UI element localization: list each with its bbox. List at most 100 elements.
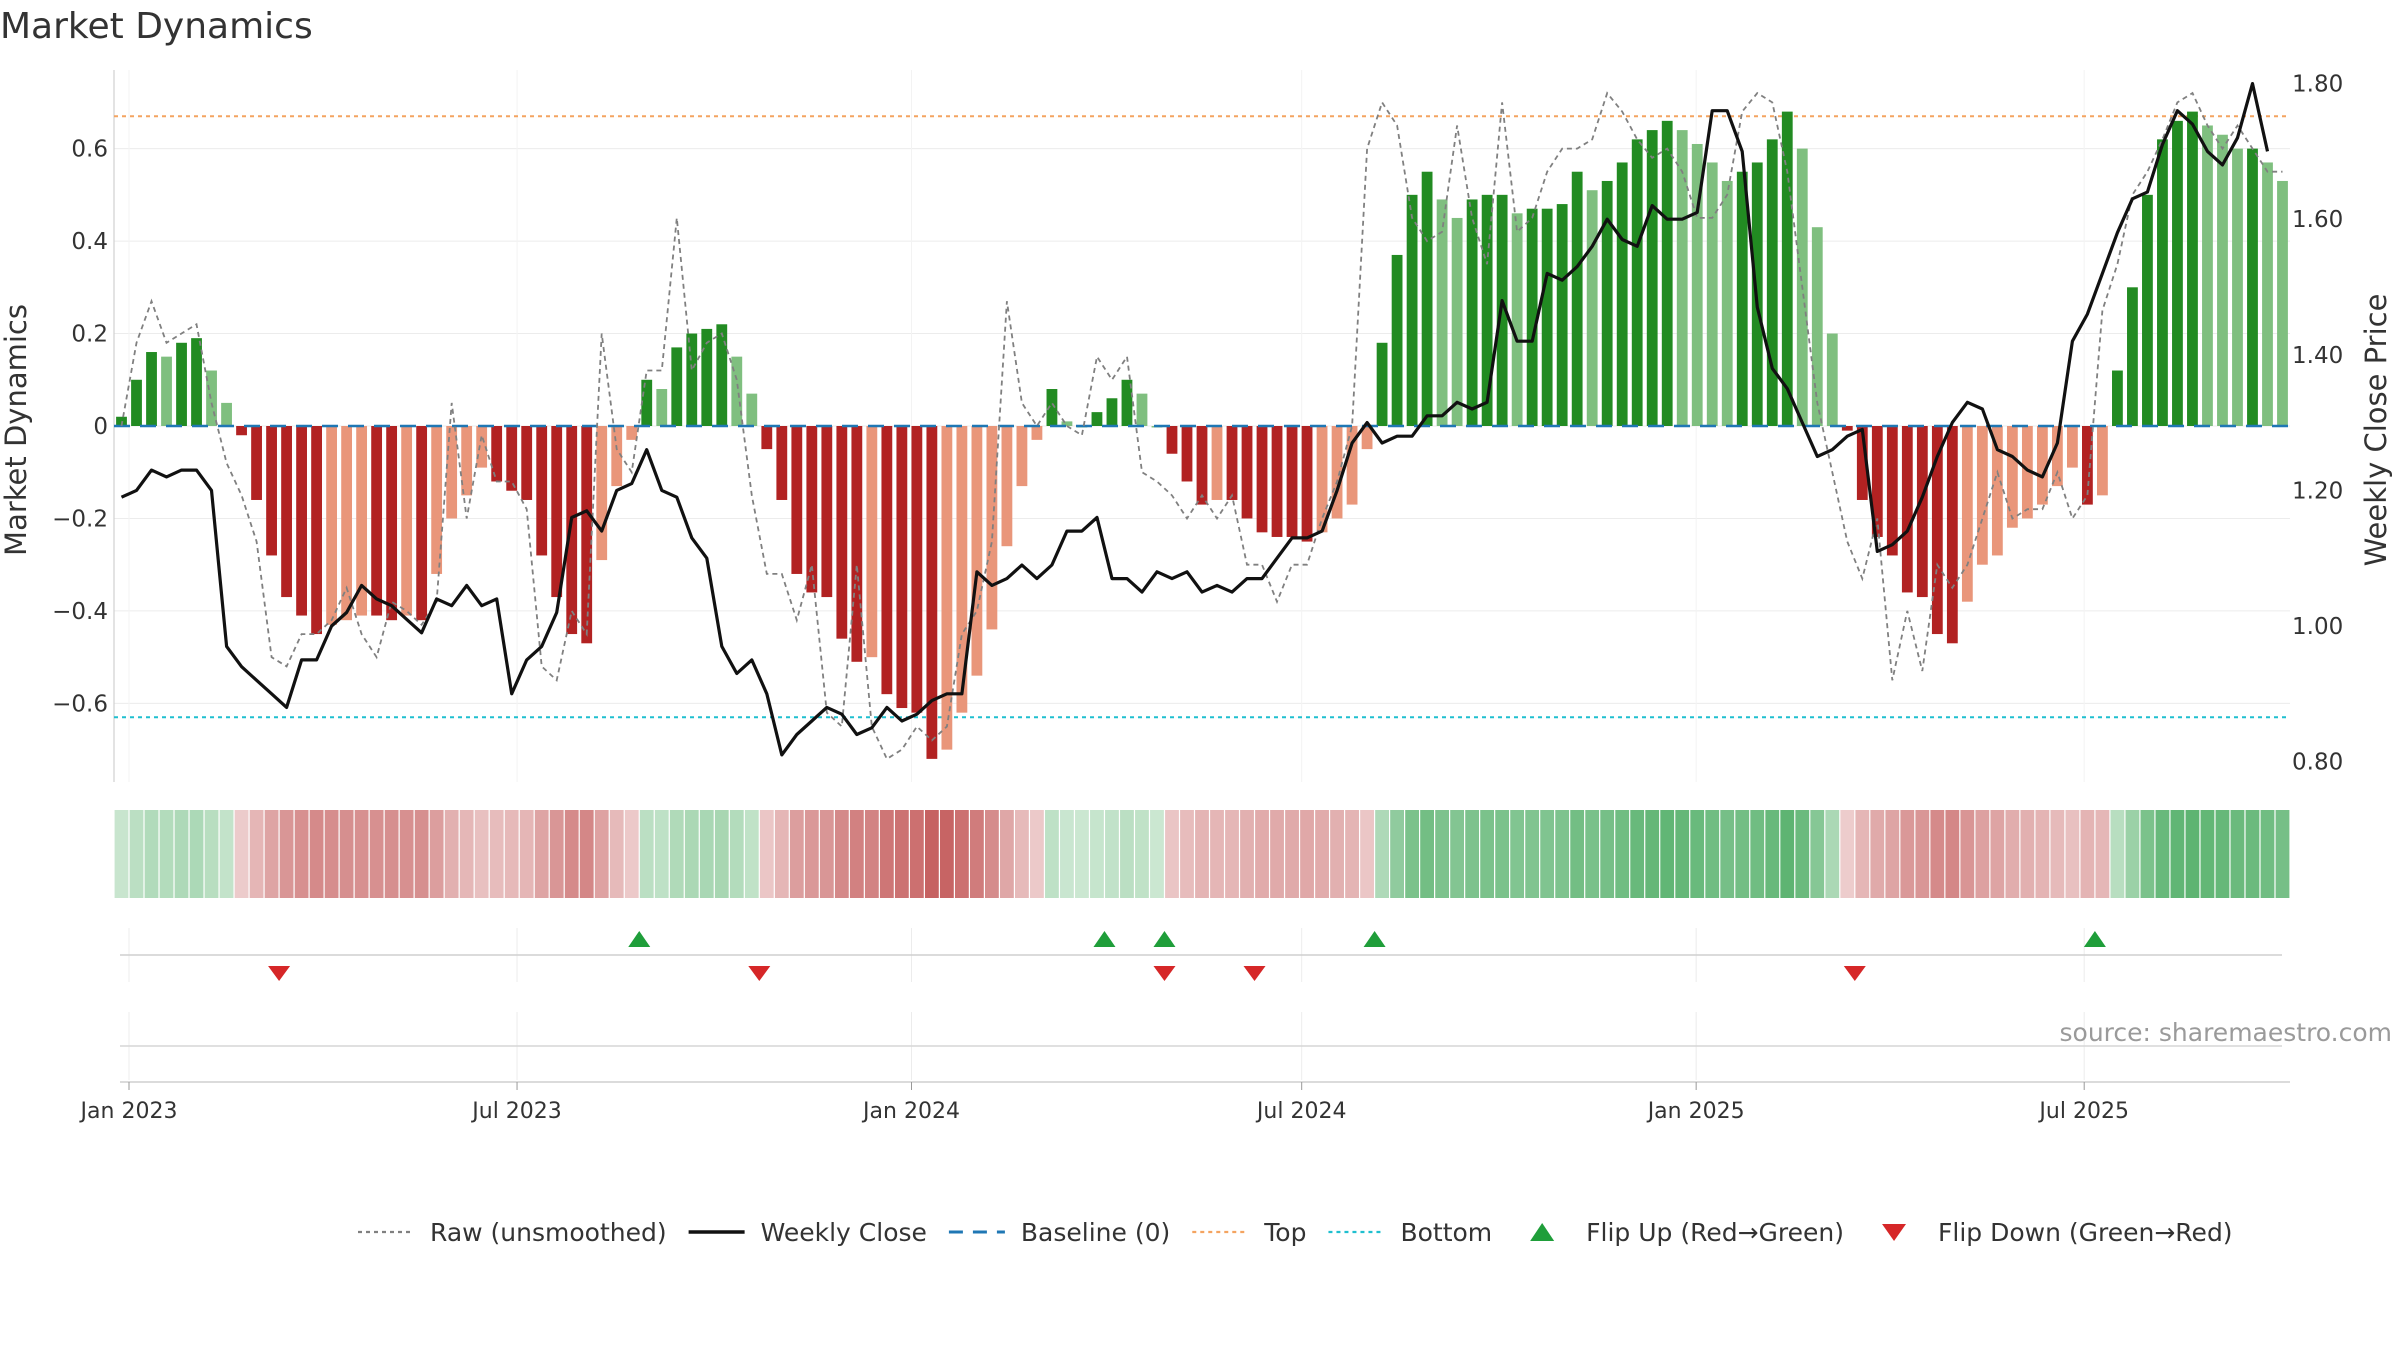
bar	[1196, 426, 1208, 505]
bar	[1376, 342, 1388, 426]
bar	[536, 426, 548, 556]
legend-label: Bottom	[1400, 1218, 1492, 1247]
bar	[2262, 162, 2273, 426]
bar	[1571, 171, 1583, 426]
regime-cell	[204, 810, 219, 898]
regime-cell	[1030, 810, 1044, 898]
bar	[671, 347, 683, 426]
x-tick-label: Jan 2023	[79, 1099, 178, 1124]
bar	[176, 342, 187, 426]
bar	[1511, 213, 1523, 426]
right-axis-label: Weekly Close Price	[2359, 294, 2393, 567]
bar	[881, 426, 893, 695]
bar	[1811, 227, 1823, 426]
flip-up-marker	[1153, 931, 1176, 947]
regime-cell	[504, 810, 519, 898]
regime-cell	[1855, 810, 1870, 898]
regime-cell	[2185, 810, 2200, 898]
regime-cell	[414, 810, 429, 898]
bar	[2051, 426, 2063, 487]
bar	[1136, 393, 1148, 426]
bar	[581, 426, 593, 644]
bar	[2187, 111, 2198, 427]
lines-group	[114, 81, 2290, 761]
legend-label: Weekly Close	[761, 1218, 927, 1247]
left-tick-label: 0.2	[71, 322, 108, 348]
regime-cell	[1510, 810, 1525, 898]
regime-cell	[1180, 810, 1194, 898]
bar	[911, 426, 923, 713]
regime-cell	[1660, 810, 1675, 898]
regime-cell	[2215, 810, 2230, 898]
regime-cell	[114, 810, 129, 898]
bar	[1556, 204, 1568, 426]
bar	[806, 426, 818, 593]
x-tick-label: Jul 2025	[2037, 1099, 2129, 1124]
regime-cell	[1105, 810, 1119, 898]
bar	[761, 426, 773, 450]
regime-cell	[864, 810, 879, 898]
regime-cell	[2200, 810, 2215, 898]
regime-cell	[729, 810, 744, 898]
regime-cell	[1675, 810, 1690, 898]
regime-cell	[1060, 810, 1074, 898]
legend-label: Top	[1263, 1218, 1306, 1247]
regime-cell	[2170, 810, 2185, 898]
regime-cell	[279, 810, 294, 898]
bar	[2172, 120, 2183, 426]
regime-cell	[519, 810, 534, 898]
bar	[836, 426, 848, 639]
right-tick-label: 1.40	[2292, 343, 2343, 369]
bar	[1826, 333, 1838, 426]
regime-cell	[699, 810, 714, 898]
regime-cell	[1795, 810, 1810, 898]
bar	[221, 402, 232, 426]
regime-cell	[1540, 810, 1555, 898]
bar	[1091, 412, 1103, 426]
regime-cell	[1150, 810, 1164, 898]
bar	[521, 426, 533, 500]
regime-cell	[1330, 810, 1344, 898]
legend-swatch	[1530, 1223, 1555, 1241]
bar	[2112, 370, 2123, 426]
bar	[1451, 217, 1463, 426]
legend-label: Flip Down (Green→Red)	[1938, 1218, 2233, 1247]
regime-cell	[1600, 810, 1615, 898]
regime-cell	[939, 810, 954, 898]
bar	[1421, 171, 1433, 426]
bar	[326, 426, 338, 625]
regime-cell	[2155, 810, 2170, 898]
regime-cell	[1270, 810, 1284, 898]
right-tick-label: 1.60	[2292, 207, 2343, 233]
regime-cell	[1075, 810, 1089, 898]
regime-cell	[1375, 810, 1389, 898]
left-axis-label: Market Dynamics	[0, 304, 33, 556]
bar	[251, 426, 262, 500]
regime-cell	[819, 810, 834, 898]
flip-up-marker	[628, 931, 651, 947]
legend-item: Baseline (0)	[948, 1218, 1170, 1247]
regime-cell	[1360, 810, 1374, 898]
bar	[1346, 426, 1358, 505]
bar	[1691, 143, 1703, 426]
regime-cell	[1225, 810, 1239, 898]
regime-cell	[1750, 810, 1765, 898]
regime-cell	[849, 810, 864, 898]
regime-cell	[354, 810, 369, 898]
bar	[2066, 426, 2078, 468]
regime-cell	[549, 810, 564, 898]
bar	[296, 426, 307, 616]
regime-cell	[985, 810, 999, 898]
bar	[236, 426, 247, 436]
right-axis-ticks: 1.80 1.60 1.40 1.20 1.00 0.80	[2292, 72, 2343, 776]
bar	[1166, 426, 1178, 454]
bar	[161, 356, 172, 426]
bar	[1916, 426, 1928, 598]
bar	[1706, 162, 1718, 426]
regime-cell	[189, 810, 204, 898]
legend-item: Weekly Close	[688, 1218, 927, 1247]
bar	[131, 379, 142, 426]
bar	[1541, 208, 1553, 426]
bar	[1721, 180, 1733, 426]
regime-cell	[774, 810, 789, 898]
